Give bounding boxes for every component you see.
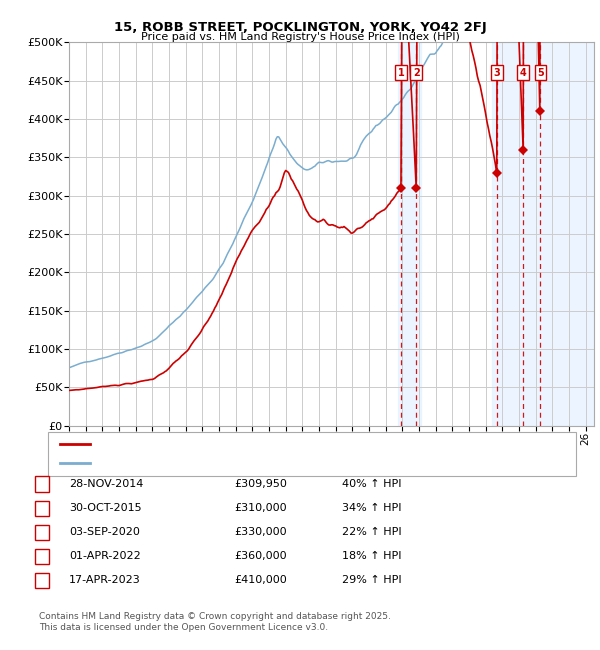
Text: 22% ↑ HPI: 22% ↑ HPI bbox=[342, 527, 401, 538]
Text: 15, ROBB STREET, POCKLINGTON, YORK, YO42 2FJ: 15, ROBB STREET, POCKLINGTON, YORK, YO42… bbox=[113, 21, 487, 34]
Text: 1: 1 bbox=[397, 68, 404, 78]
Text: HPI: Average price, detached house, East Riding of Yorkshire: HPI: Average price, detached house, East… bbox=[96, 458, 412, 469]
Text: 2: 2 bbox=[38, 503, 46, 514]
Text: 01-APR-2022: 01-APR-2022 bbox=[69, 551, 141, 562]
Text: 4: 4 bbox=[520, 68, 527, 78]
Text: 29% ↑ HPI: 29% ↑ HPI bbox=[342, 575, 401, 586]
Text: 3: 3 bbox=[38, 527, 46, 538]
Text: 4: 4 bbox=[38, 551, 46, 562]
Text: 5: 5 bbox=[38, 575, 46, 586]
Text: 28-NOV-2014: 28-NOV-2014 bbox=[69, 479, 143, 489]
Text: This data is licensed under the Open Government Licence v3.0.: This data is licensed under the Open Gov… bbox=[39, 623, 328, 632]
Text: £330,000: £330,000 bbox=[234, 527, 287, 538]
Text: 3: 3 bbox=[493, 68, 500, 78]
Text: 2: 2 bbox=[413, 68, 419, 78]
Text: £410,000: £410,000 bbox=[234, 575, 287, 586]
Text: 17-APR-2023: 17-APR-2023 bbox=[69, 575, 141, 586]
Text: 1: 1 bbox=[38, 479, 46, 489]
Text: £310,000: £310,000 bbox=[234, 503, 287, 514]
Text: 5: 5 bbox=[537, 68, 544, 78]
Text: 34% ↑ HPI: 34% ↑ HPI bbox=[342, 503, 401, 514]
Text: 15, ROBB STREET, POCKLINGTON, YORK, YO42 2FJ (detached house): 15, ROBB STREET, POCKLINGTON, YORK, YO42… bbox=[96, 439, 452, 449]
Bar bbox=[398, 42, 421, 426]
Text: 18% ↑ HPI: 18% ↑ HPI bbox=[342, 551, 401, 562]
Text: £360,000: £360,000 bbox=[234, 551, 287, 562]
Text: 03-SEP-2020: 03-SEP-2020 bbox=[69, 527, 140, 538]
Text: 30-OCT-2015: 30-OCT-2015 bbox=[69, 503, 142, 514]
Text: 40% ↑ HPI: 40% ↑ HPI bbox=[342, 479, 401, 489]
Text: Contains HM Land Registry data © Crown copyright and database right 2025.: Contains HM Land Registry data © Crown c… bbox=[39, 612, 391, 621]
Text: Price paid vs. HM Land Registry's House Price Index (HPI): Price paid vs. HM Land Registry's House … bbox=[140, 32, 460, 42]
Bar bbox=[493, 42, 594, 426]
Text: £309,950: £309,950 bbox=[234, 479, 287, 489]
